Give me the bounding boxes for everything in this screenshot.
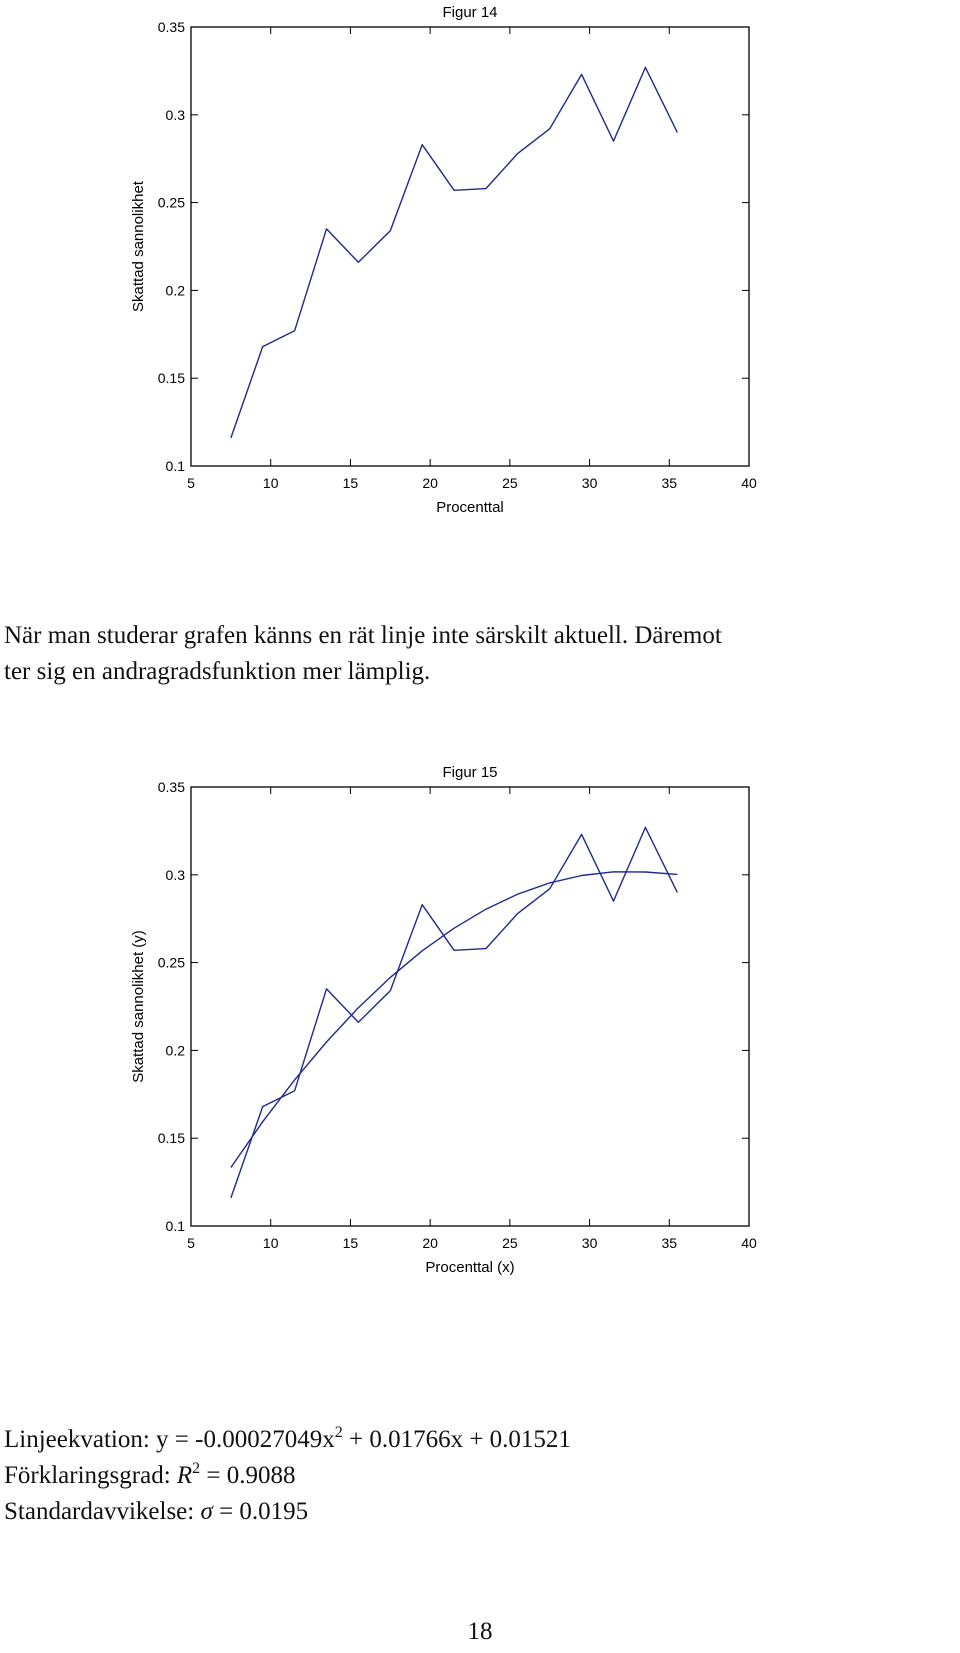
data-series-line	[230, 826, 678, 1199]
y-tick-label: 0.15	[158, 370, 185, 386]
figure-15: 5 10 15 20 25 30 35 40 0.1 0.15 0.2 0.25 0.3 0.35 Figu…	[0, 760, 960, 1320]
equation-line: Linjeekvation: y = -0.00027049x2 + 0.017…	[4, 1422, 956, 1458]
sigma-line: Standardavvikelse: σ = 0.0195	[4, 1494, 956, 1530]
r2-symbol: R	[176, 1462, 193, 1489]
equation-exponent: 2	[334, 1424, 343, 1441]
r2-line: Förklaringsgrad: R2 = 0.9088	[4, 1458, 956, 1494]
x-tick-label: 10	[263, 1235, 279, 1251]
x-tick-label: 35	[661, 1235, 677, 1251]
y-axis-label: Skattad sannolikhet	[130, 180, 147, 312]
y-tick-label: 0.3	[166, 867, 186, 883]
y-tick-label: 0.1	[166, 458, 186, 474]
y-tick-label: 0.1	[166, 1218, 186, 1234]
regression-stats: Linjeekvation: y = -0.00027049x2 + 0.017…	[4, 1422, 956, 1530]
r2-exponent: 2	[192, 1460, 201, 1477]
chart-figur-15: 5 10 15 20 25 30 35 40 0.1 0.15 0.2 0.25 0.3 0.35 Figu…	[130, 764, 757, 1276]
paragraph-line-2: ter sig en andragradsfunktion mer lämpli…	[4, 658, 431, 685]
y-tick-label: 0.35	[158, 779, 185, 795]
fitted-curve-line	[230, 871, 678, 1168]
y-tick-label: 0.25	[158, 955, 185, 971]
chart-title: Figur 15	[442, 764, 497, 781]
y-tick-label: 0.2	[166, 1042, 186, 1058]
x-tick-label: 10	[263, 475, 279, 491]
figure-14: 5 10 15 20 25 30 35 40 0.1 0.15 0.2 0.25 0.3 0.35 Figu…	[0, 0, 960, 560]
x-tick-label: 5	[187, 1235, 195, 1251]
data-series-line	[230, 66, 678, 439]
y-tick-label: 0.3	[166, 107, 186, 123]
r2-label: Förklaringsgrad:	[4, 1462, 177, 1489]
x-tick-label: 15	[343, 475, 359, 491]
plot-frame	[190, 26, 750, 467]
r2-value: = 0.9088	[200, 1462, 296, 1489]
x-tick-label: 30	[582, 475, 598, 491]
x-tick-label: 20	[422, 1235, 438, 1251]
y-tick-label: 0.35	[158, 19, 185, 35]
x-tick-label: 40	[741, 475, 757, 491]
x-tick-label: 15	[343, 1235, 359, 1251]
y-tick-label: 0.2	[166, 282, 186, 298]
sigma-value: = 0.0195	[212, 1498, 309, 1525]
x-tick-label: 30	[582, 1235, 598, 1251]
x-tick-label: 40	[741, 1235, 757, 1251]
plot-frame	[190, 786, 750, 1227]
sigma-symbol: σ	[200, 1498, 213, 1525]
x-tick-label: 25	[502, 1235, 518, 1251]
x-tick-label: 5	[187, 475, 195, 491]
y-tick-label: 0.15	[158, 1130, 185, 1146]
equation-prefix: Linjeekvation: y = -0.00027049x	[4, 1426, 335, 1453]
x-axis-label: Procenttal	[436, 499, 504, 516]
y-tick-label: 0.25	[158, 195, 185, 211]
x-tick-label: 25	[502, 475, 518, 491]
page-number: 18	[467, 1618, 493, 1645]
x-axis-label: Procenttal (x)	[425, 1259, 514, 1276]
chart-title: Figur 14	[442, 4, 497, 21]
equation-suffix: + 0.01766x + 0.01521	[342, 1426, 571, 1453]
body-paragraph: När man studerar grafen känns en rät lin…	[4, 618, 956, 690]
y-axis-label: Skattad sannolikhet (y)	[130, 930, 147, 1083]
chart-figur-14: 5 10 15 20 25 30 35 40 0.1 0.15 0.2 0.25 0.3 0.35 Figu…	[130, 4, 757, 516]
x-tick-label: 35	[661, 475, 677, 491]
sigma-label: Standardavvikelse:	[4, 1498, 201, 1525]
x-tick-label: 20	[422, 475, 438, 491]
paragraph-line-1: När man studerar grafen känns en rät lin…	[4, 622, 722, 649]
